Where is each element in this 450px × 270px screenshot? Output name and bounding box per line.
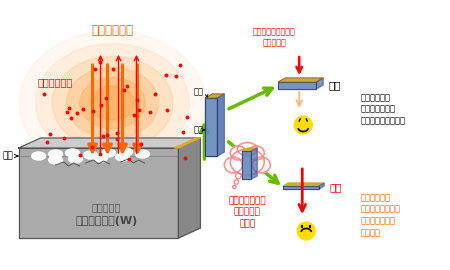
Ellipse shape — [84, 151, 98, 159]
Ellipse shape — [297, 222, 315, 240]
Text: 断面: 断面 — [194, 125, 203, 134]
Polygon shape — [251, 148, 257, 179]
Ellipse shape — [49, 156, 63, 164]
Ellipse shape — [248, 146, 264, 160]
Text: 透過型電子顕微鏡の
電子ビーム: 透過型電子顕微鏡の 電子ビーム — [253, 27, 296, 47]
Text: 表面: 表面 — [194, 87, 203, 96]
Polygon shape — [18, 148, 178, 238]
Text: プラズマ粒子: プラズマ粒子 — [38, 77, 73, 87]
Polygon shape — [283, 183, 324, 186]
Ellipse shape — [225, 157, 242, 173]
Polygon shape — [217, 94, 225, 156]
Text: 電子ビームが
透過し難いので
分解能が低い．．．: 電子ビームが 透過し難いので 分解能が低い．．． — [360, 93, 405, 126]
Polygon shape — [316, 78, 323, 89]
Polygon shape — [175, 138, 200, 148]
Polygon shape — [178, 138, 200, 238]
Polygon shape — [283, 186, 319, 189]
Ellipse shape — [234, 180, 238, 184]
Polygon shape — [278, 78, 323, 82]
Ellipse shape — [90, 86, 135, 120]
Polygon shape — [242, 151, 251, 179]
Polygon shape — [278, 82, 316, 89]
Ellipse shape — [19, 31, 206, 175]
Ellipse shape — [52, 56, 173, 150]
Ellipse shape — [36, 43, 189, 163]
Text: タングステン(W): タングステン(W) — [76, 216, 138, 226]
Polygon shape — [205, 98, 217, 156]
Ellipse shape — [118, 148, 132, 156]
Ellipse shape — [233, 185, 236, 189]
Text: 「ナノスケール
彫刻技術」
を使う: 「ナノスケール 彫刻技術」 を使う — [229, 196, 266, 229]
Polygon shape — [242, 148, 257, 151]
Polygon shape — [319, 183, 324, 189]
Ellipse shape — [230, 146, 246, 160]
Text: 厚い: 厚い — [328, 80, 341, 90]
Ellipse shape — [294, 116, 312, 134]
Ellipse shape — [66, 149, 80, 157]
Polygon shape — [18, 138, 200, 148]
Text: 表面: 表面 — [3, 151, 14, 160]
Ellipse shape — [94, 154, 108, 162]
Ellipse shape — [116, 153, 130, 161]
Ellipse shape — [49, 150, 63, 158]
Polygon shape — [205, 94, 225, 98]
Ellipse shape — [230, 149, 264, 175]
Ellipse shape — [237, 143, 257, 156]
Text: 高温プラズマ: 高温プラズマ — [91, 23, 134, 36]
Text: 損傷や欠陥: 損傷や欠陥 — [92, 202, 121, 212]
Ellipse shape — [252, 157, 270, 173]
Ellipse shape — [68, 155, 82, 163]
Ellipse shape — [67, 67, 159, 139]
Ellipse shape — [135, 150, 149, 158]
Ellipse shape — [235, 173, 241, 179]
Ellipse shape — [102, 149, 116, 157]
Ellipse shape — [32, 152, 45, 160]
Ellipse shape — [80, 77, 145, 129]
Text: 電子ビームが
透過しやすいので
高分解能観察が
できる！: 電子ビームが 透過しやすいので 高分解能観察が できる！ — [360, 193, 400, 237]
Text: 薄い: 薄い — [329, 183, 342, 193]
